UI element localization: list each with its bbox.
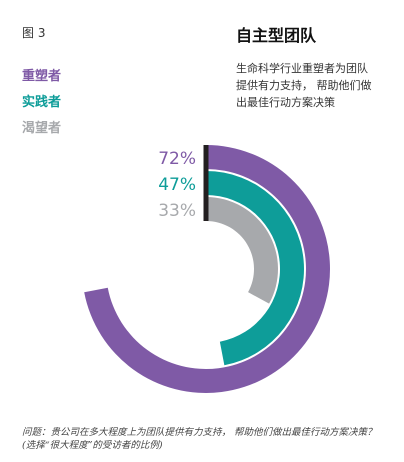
- legend: 重塑者 实践者 渴望者: [22, 64, 61, 142]
- subtitle-line: 生命科学行业重塑者为团队: [236, 62, 368, 75]
- value-label-2: 33%: [158, 201, 196, 221]
- subtitle-line: 提供有力支持， 帮助他们做: [236, 79, 372, 92]
- legend-item-practitioners: 实践者: [22, 95, 62, 110]
- arc-2: [206, 197, 278, 304]
- legend-item-reinventors: 重塑者: [22, 69, 62, 84]
- footnote-question: 问题：贵公司在多大程度上为团队提供有力支持， 帮助他们做出最佳行动方案决策？: [22, 427, 377, 438]
- figure-label: 图 3: [22, 26, 46, 40]
- footnote-note: (选择“很大程度”的受访者的比例): [22, 440, 163, 451]
- value-label-0: 72%: [158, 149, 196, 169]
- subtitle-line: 出最佳行动方案决策: [236, 96, 335, 109]
- value-label-1: 47%: [158, 175, 196, 195]
- footnote: 问题：贵公司在多大程度上为团队提供有力支持， 帮助他们做出最佳行动方案决策？ (…: [22, 426, 402, 452]
- chart-subtitle: 生命科学行业重塑者为团队 提供有力支持， 帮助他们做 出最佳行动方案决策: [236, 60, 396, 111]
- legend-item-aspirants: 渴望者: [22, 121, 62, 136]
- arc-1: [206, 171, 304, 366]
- chart-title: 自主型团队: [236, 26, 317, 45]
- baseline-marker: [203, 145, 209, 221]
